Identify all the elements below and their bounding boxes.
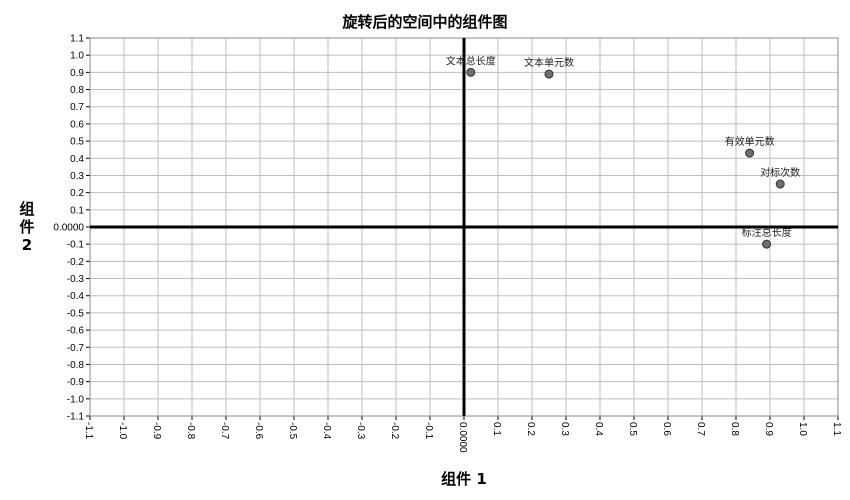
y-axis-title-char: 件 <box>19 218 34 236</box>
x-tick-label: -0.6 <box>253 422 264 440</box>
x-tick-label: 0.1 <box>491 422 502 436</box>
y-tick-label: -0.1 <box>67 240 85 251</box>
x-tick-label: 0.6 <box>661 422 672 436</box>
x-axis-title: 组件 1 <box>441 470 487 488</box>
y-tick-label: 0.1 <box>70 205 84 216</box>
data-point <box>466 67 476 77</box>
y-tick-label: 0.2 <box>70 188 84 199</box>
y-tick-label: 0.5 <box>70 137 84 148</box>
x-tick-label: 1.1 <box>831 422 842 436</box>
data-point-label: 有效单元数 <box>725 135 775 148</box>
x-tick-label: -1.1 <box>83 422 94 440</box>
y-tick-label: 0.9 <box>70 68 84 79</box>
data-point-label: 标注总长度 <box>742 226 792 239</box>
x-tick-label: -0.3 <box>355 422 366 440</box>
y-tick-label: -0.8 <box>67 360 85 371</box>
x-tick-label: 0.8 <box>729 422 740 436</box>
y-tick-label: -0.2 <box>67 257 85 268</box>
x-tick-label: -1.0 <box>117 422 128 440</box>
y-axis-title-char: 2 <box>22 236 32 254</box>
y-tick-label: 1.1 <box>70 34 84 45</box>
y-tick-label: -0.7 <box>67 343 85 354</box>
y-tick-label: -0.3 <box>67 274 85 285</box>
y-axis-title-char: 组 <box>19 200 34 218</box>
data-point <box>775 179 785 189</box>
y-tick-label: 0.0000 <box>53 223 84 234</box>
x-tick-label: 0.0000 <box>457 422 468 453</box>
y-tick-label: -1.1 <box>67 412 85 423</box>
x-tick-label: -0.1 <box>423 422 434 440</box>
x-tick-label: -0.7 <box>219 422 230 440</box>
x-tick-label: 0.5 <box>627 422 638 436</box>
y-tick-label: 0.6 <box>70 119 84 130</box>
gridlines <box>86 37 839 420</box>
y-tick-label: -0.9 <box>67 377 85 388</box>
x-tick-label: 1.0 <box>797 422 808 436</box>
x-tick-label: -0.4 <box>321 422 332 440</box>
y-tick-label: -0.4 <box>67 291 85 302</box>
data-point <box>745 148 755 158</box>
x-tick-label: 0.9 <box>763 422 774 436</box>
y-tick-label: -1.0 <box>67 394 85 405</box>
x-tick-label: -0.2 <box>389 422 400 440</box>
y-tick-label: 0.4 <box>70 154 84 165</box>
chart-title: 旋转后的空间中的组件图 <box>341 13 507 31</box>
x-tick-label: -0.8 <box>185 422 196 440</box>
data-point-label: 文本单元数 <box>524 56 574 69</box>
data-point-label: 对标次数 <box>760 166 800 179</box>
y-tick-label: 0.3 <box>70 171 84 182</box>
data-point <box>544 69 554 79</box>
x-tick-label: 0.3 <box>559 422 570 436</box>
x-tick-label: 0.7 <box>695 422 706 436</box>
y-tick-label: 0.7 <box>70 102 84 113</box>
y-tick-label: -0.6 <box>67 326 85 337</box>
x-tick-label: -0.5 <box>287 422 298 440</box>
x-tick-label: -0.9 <box>151 422 162 440</box>
data-point <box>762 239 772 249</box>
y-tick-label: 1.0 <box>70 51 84 62</box>
tick-labels: -1.1 -1.0 -0.9 -0.8 -0.7 -0.6 -0.5 -0.4 -0.3 -0.2… <box>53 34 842 454</box>
axes <box>89 37 839 417</box>
x-tick-label: 0.4 <box>593 422 604 436</box>
y-tick-label: -0.5 <box>67 308 85 319</box>
y-axis-title: 组件2 <box>19 200 34 254</box>
data-point-label: 文本总长度 <box>446 54 496 67</box>
x-tick-label: 0.2 <box>525 422 536 436</box>
y-tick-label: 0.8 <box>70 85 84 96</box>
